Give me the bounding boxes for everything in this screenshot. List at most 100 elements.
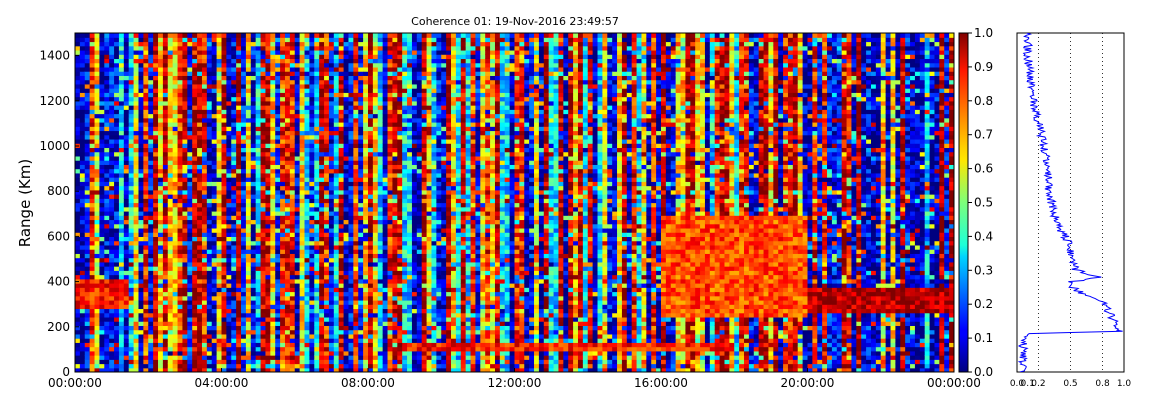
heatmap-cell: [123, 266, 130, 271]
heatmap-cell: [289, 117, 296, 123]
heatmap-cell: [363, 88, 369, 93]
heatmap-cell: [328, 164, 335, 170]
heatmap-cell: [338, 278, 345, 284]
heatmap-cell: [343, 325, 350, 331]
heatmap-cell: [114, 304, 120, 310]
heatmap-cell: [348, 185, 354, 191]
heatmap-cell: [309, 287, 315, 293]
heatmap-cell: [89, 227, 96, 233]
heatmap-cell: [158, 363, 164, 369]
heatmap-cell: [177, 240, 184, 246]
heatmap-cell: [284, 359, 291, 365]
heatmap-cell: [299, 121, 306, 127]
heatmap-cell: [123, 304, 130, 310]
heatmap-cell: [289, 325, 296, 331]
heatmap-cell: [158, 321, 164, 326]
heatmap-cell: [294, 325, 301, 331]
heatmap-cell: [255, 83, 262, 89]
heatmap-cell: [79, 88, 86, 93]
heatmap-cell: [192, 274, 198, 280]
heatmap-cell: [94, 33, 101, 38]
heatmap-cell: [241, 79, 247, 85]
heatmap-cell: [270, 346, 276, 352]
heatmap-cell: [314, 109, 320, 115]
heatmap-cell: [314, 261, 320, 267]
heatmap-cell: [206, 321, 213, 326]
heatmap-cell: [275, 274, 281, 280]
heatmap-cell: [255, 266, 262, 271]
heatmap-cell: [304, 202, 310, 208]
heatmap-cell: [241, 66, 247, 72]
heatmap-cell: [158, 117, 164, 123]
heatmap-cell: [368, 189, 374, 195]
heatmap-cell: [143, 312, 149, 318]
heatmap-cell: [250, 33, 257, 38]
heatmap-cell: [79, 189, 86, 195]
heatmap-cell: [338, 266, 345, 271]
heatmap-cell: [358, 130, 364, 136]
heatmap-cell: [123, 274, 130, 280]
heatmap-cell: [280, 138, 286, 144]
heatmap-cell: [94, 219, 101, 225]
heatmap-cell: [211, 37, 218, 43]
heatmap-cell: [241, 151, 247, 157]
heatmap-cell: [197, 172, 203, 178]
heatmap-cell: [133, 58, 140, 64]
heatmap-cell: [123, 117, 130, 123]
heatmap-cell: [206, 92, 213, 98]
heatmap-cell: [275, 185, 281, 191]
heatmap-cell: [211, 359, 218, 365]
heatmap-cell: [348, 75, 354, 81]
heatmap-cell: [372, 121, 379, 127]
heatmap-cell: [201, 172, 208, 178]
heatmap-cell: [236, 346, 242, 352]
heatmap-cell: [177, 316, 184, 322]
heatmap-cell: [289, 49, 296, 55]
heatmap-cell: [192, 194, 198, 199]
heatmap-cell: [153, 227, 159, 233]
heatmap-cell: [114, 49, 120, 55]
heatmap-cell: [128, 291, 135, 297]
heatmap-cell: [211, 126, 218, 132]
heatmap-cell: [216, 71, 223, 76]
heatmap-cell: [84, 121, 91, 127]
heatmap-cell: [162, 58, 169, 64]
heatmap-cell: [250, 79, 257, 85]
heatmap-cell: [343, 329, 350, 335]
heatmap-cell: [79, 266, 86, 271]
heatmap-cell: [270, 83, 276, 89]
heatmap-cell: [114, 287, 120, 293]
heatmap-cell: [123, 105, 130, 110]
heatmap-cell: [372, 71, 379, 76]
heatmap-cell: [177, 62, 184, 68]
heatmap-cell: [221, 92, 227, 98]
heatmap-cell: [162, 54, 169, 60]
heatmap-cell: [324, 189, 330, 195]
heatmap-cell: [128, 232, 135, 237]
heatmap-cell: [255, 274, 262, 280]
heatmap-cell: [319, 206, 325, 212]
heatmap-cell: [216, 33, 223, 38]
heatmap-cell: [304, 130, 310, 136]
heatmap-cell: [128, 210, 135, 216]
heatmap-cell: [211, 240, 218, 246]
heatmap-cell: [99, 287, 105, 293]
heatmap-cell: [99, 359, 105, 365]
heatmap-cell: [353, 202, 359, 208]
heatmap-cell: [187, 261, 193, 267]
heatmap-cell: [201, 329, 208, 335]
heatmap-cell: [363, 291, 369, 297]
heatmap-cell: [241, 304, 247, 310]
heatmap-cell: [265, 333, 271, 339]
heatmap-cell: [123, 130, 130, 136]
heatmap-cell: [294, 333, 301, 339]
heatmap-cell: [221, 117, 227, 123]
heatmap-cell: [275, 367, 281, 372]
heatmap-cell: [236, 83, 242, 89]
heatmap-cell: [79, 164, 86, 170]
heatmap-cell: [118, 304, 125, 310]
heatmap-cell: [211, 363, 218, 369]
heatmap-cell: [148, 253, 154, 259]
heatmap-cell: [143, 109, 149, 115]
heatmap-cell: [294, 304, 301, 310]
